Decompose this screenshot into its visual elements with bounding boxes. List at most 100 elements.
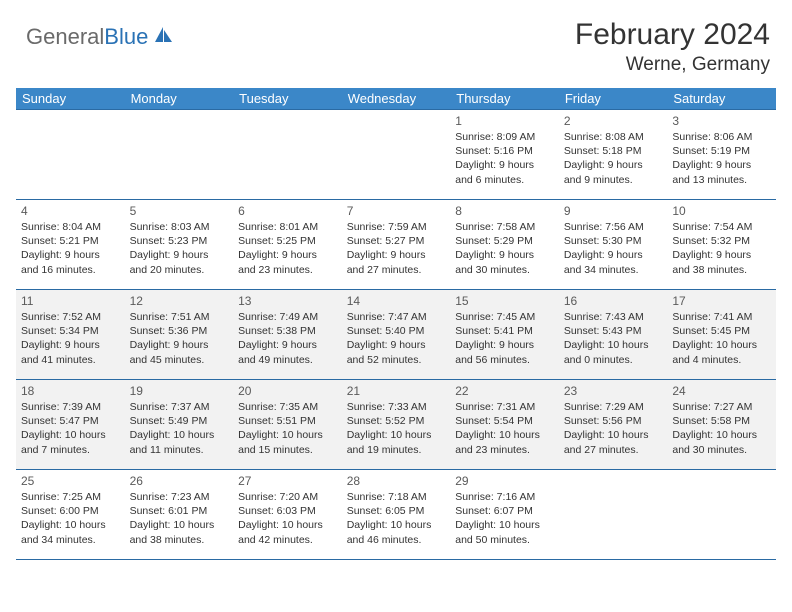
day-info: Sunrise: 7:51 AMSunset: 5:36 PMDaylight:… — [130, 310, 229, 367]
daylight-line-2: and 7 minutes. — [21, 443, 120, 457]
day-number: 18 — [21, 384, 120, 398]
daylight-line-1: Daylight: 9 hours — [347, 338, 446, 352]
calendar-day-cell: 24Sunrise: 7:27 AMSunset: 5:58 PMDayligh… — [667, 380, 776, 470]
day-info: Sunrise: 7:45 AMSunset: 5:41 PMDaylight:… — [455, 310, 554, 367]
sunset-line: Sunset: 5:18 PM — [564, 144, 663, 158]
daylight-line-1: Daylight: 10 hours — [347, 518, 446, 532]
sunrise-line: Sunrise: 7:37 AM — [130, 400, 229, 414]
calendar-day-cell: 17Sunrise: 7:41 AMSunset: 5:45 PMDayligh… — [667, 290, 776, 380]
sunset-line: Sunset: 6:00 PM — [21, 504, 120, 518]
calendar-day-cell — [16, 110, 125, 200]
daylight-line-2: and 23 minutes. — [455, 443, 554, 457]
sunset-line: Sunset: 5:38 PM — [238, 324, 337, 338]
day-number: 21 — [347, 384, 446, 398]
daylight-line-2: and 34 minutes. — [564, 263, 663, 277]
sunset-line: Sunset: 5:43 PM — [564, 324, 663, 338]
day-number: 5 — [130, 204, 229, 218]
day-number: 14 — [347, 294, 446, 308]
day-info: Sunrise: 7:52 AMSunset: 5:34 PMDaylight:… — [21, 310, 120, 367]
day-info: Sunrise: 7:58 AMSunset: 5:29 PMDaylight:… — [455, 220, 554, 277]
calendar-day-cell: 21 Sunrise: 7:33 AMSunset: 5:52 PMDayligh… — [342, 380, 451, 470]
sunrise-line: Sunrise: 8:06 AM — [672, 130, 771, 144]
brand-logo: GeneralBlue — [16, 18, 174, 50]
calendar-day-cell: 26Sunrise: 7:23 AMSunset: 6:01 PMDayligh… — [125, 470, 234, 560]
calendar-day-cell: 9Sunrise: 7:56 AMSunset: 5:30 PMDaylight… — [559, 200, 668, 290]
weekday-header: Saturday — [667, 88, 776, 110]
daylight-line-1: Daylight: 9 hours — [21, 338, 120, 352]
calendar-day-cell: 25Sunrise: 7:25 AMSunset: 6:00 PMDayligh… — [16, 470, 125, 560]
calendar-day-cell: 11Sunrise: 7:52 AMSunset: 5:34 PMDayligh… — [16, 290, 125, 380]
calendar-day-cell: 16Sunrise: 7:43 AMSunset: 5:43 PMDayligh… — [559, 290, 668, 380]
day-number: 17 — [672, 294, 771, 308]
daylight-line-1: Daylight: 9 hours — [238, 338, 337, 352]
sunset-line: Sunset: 5:16 PM — [455, 144, 554, 158]
day-number: 4 — [21, 204, 120, 218]
sunrise-line: Sunrise: 7:58 AM — [455, 220, 554, 234]
day-info: Sunrise: 7:39 AMSunset: 5:47 PMDaylight:… — [21, 400, 120, 457]
weekday-header: Wednesday — [342, 88, 451, 110]
sunset-line: Sunset: 5:34 PM — [21, 324, 120, 338]
daylight-line-2: and 30 minutes. — [455, 263, 554, 277]
calendar-day-cell — [342, 110, 451, 200]
calendar-day-cell: 5Sunrise: 8:03 AMSunset: 5:23 PMDaylight… — [125, 200, 234, 290]
daylight-line-1: Daylight: 10 hours — [238, 518, 337, 532]
daylight-line-1: Daylight: 9 hours — [455, 248, 554, 262]
day-number: 23 — [564, 384, 663, 398]
daylight-line-1: Daylight: 9 hours — [564, 248, 663, 262]
sunset-line: Sunset: 5:40 PM — [347, 324, 446, 338]
day-info: Sunrise: 7:54 AMSunset: 5:32 PMDaylight:… — [672, 220, 771, 277]
calendar-week-row: 4Sunrise: 8:04 AMSunset: 5:21 PMDaylight… — [16, 200, 776, 290]
daylight-line-1: Daylight: 10 hours — [347, 428, 446, 442]
calendar-day-cell: 10Sunrise: 7:54 AMSunset: 5:32 PMDayligh… — [667, 200, 776, 290]
day-number: 15 — [455, 294, 554, 308]
sunrise-line: Sunrise: 7:39 AM — [21, 400, 120, 414]
sunrise-line: Sunrise: 7:16 AM — [455, 490, 554, 504]
day-number: 3 — [672, 114, 771, 128]
calendar-day-cell — [233, 110, 342, 200]
daylight-line-2: and 19 minutes. — [347, 443, 446, 457]
sunrise-line: Sunrise: 8:09 AM — [455, 130, 554, 144]
daylight-line-2: and 6 minutes. — [455, 173, 554, 187]
calendar-day-cell: 7Sunrise: 7:59 AMSunset: 5:27 PMDaylight… — [342, 200, 451, 290]
weekday-header: Monday — [125, 88, 234, 110]
calendar-day-cell — [667, 470, 776, 560]
location: Werne, Germany — [575, 54, 770, 76]
daylight-line-2: and 56 minutes. — [455, 353, 554, 367]
daylight-line-1: Daylight: 10 hours — [130, 428, 229, 442]
day-info: Sunrise: 7:43 AMSunset: 5:43 PMDaylight:… — [564, 310, 663, 367]
daylight-line-2: and 16 minutes. — [21, 263, 120, 277]
day-number: 19 — [130, 384, 229, 398]
calendar-day-cell: 12Sunrise: 7:51 AMSunset: 5:36 PMDayligh… — [125, 290, 234, 380]
sunset-line: Sunset: 5:36 PM — [130, 324, 229, 338]
day-number: 29 — [455, 474, 554, 488]
day-info: Sunrise: 7:33 AMSunset: 5:52 PMDaylight:… — [347, 400, 446, 457]
day-info: Sunrise: 8:06 AMSunset: 5:19 PMDaylight:… — [672, 130, 771, 187]
calendar-day-cell: 4Sunrise: 8:04 AMSunset: 5:21 PMDaylight… — [16, 200, 125, 290]
sunset-line: Sunset: 5:32 PM — [672, 234, 771, 248]
calendar-day-cell: 28Sunrise: 7:18 AMSunset: 6:05 PMDayligh… — [342, 470, 451, 560]
sunset-line: Sunset: 5:47 PM — [21, 414, 120, 428]
sunrise-line: Sunrise: 7:27 AM — [672, 400, 771, 414]
calendar-week-row: 11Sunrise: 7:52 AMSunset: 5:34 PMDayligh… — [16, 290, 776, 380]
day-info: Sunrise: 7:20 AMSunset: 6:03 PMDaylight:… — [238, 490, 337, 547]
day-number: 1 — [455, 114, 554, 128]
sunrise-line: Sunrise: 7:45 AM — [455, 310, 554, 324]
sunset-line: Sunset: 5:27 PM — [347, 234, 446, 248]
daylight-line-2: and 45 minutes. — [130, 353, 229, 367]
sunrise-line: Sunrise: 7:52 AM — [21, 310, 120, 324]
weekday-header: Friday — [559, 88, 668, 110]
daylight-line-1: Daylight: 10 hours — [564, 338, 663, 352]
day-info: Sunrise: 7:37 AMSunset: 5:49 PMDaylight:… — [130, 400, 229, 457]
sunset-line: Sunset: 6:01 PM — [130, 504, 229, 518]
day-number: 28 — [347, 474, 446, 488]
calendar-day-cell: 15 Sunrise: 7:45 AMSunset: 5:41 PMDayligh… — [450, 290, 559, 380]
daylight-line-2: and 27 minutes. — [564, 443, 663, 457]
calendar-day-cell: 19 Sunrise: 7:37 AMSunset: 5:49 PMDayligh… — [125, 380, 234, 470]
day-number: 13 — [238, 294, 337, 308]
sunrise-line: Sunrise: 7:41 AM — [672, 310, 771, 324]
calendar-day-cell: 22Sunrise: 7:31 AMSunset: 5:54 PMDayligh… — [450, 380, 559, 470]
day-info: Sunrise: 7:23 AMSunset: 6:01 PMDaylight:… — [130, 490, 229, 547]
brand-part2: Blue — [104, 24, 148, 49]
calendar-day-cell: 20Sunrise: 7:35 AMSunset: 5:51 PMDayligh… — [233, 380, 342, 470]
daylight-line-2: and 41 minutes. — [21, 353, 120, 367]
